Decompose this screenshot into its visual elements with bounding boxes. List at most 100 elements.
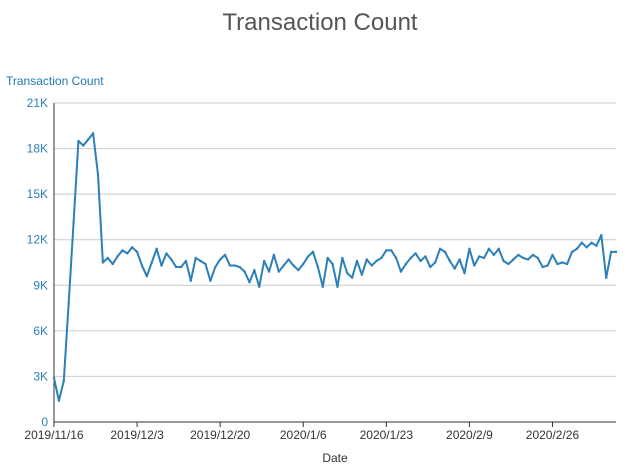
data-point xyxy=(52,376,56,380)
data-point xyxy=(204,262,207,266)
data-point xyxy=(150,261,153,264)
data-point xyxy=(267,270,271,273)
data-point xyxy=(306,255,310,258)
data-point xyxy=(326,256,329,260)
data-point xyxy=(101,261,105,264)
data-point xyxy=(409,256,412,260)
data-point xyxy=(67,302,70,305)
x-tick-label: 2020/1/6 xyxy=(280,428,327,442)
data-point xyxy=(282,264,285,267)
data-point xyxy=(385,249,388,252)
data-point xyxy=(145,274,149,278)
y-tick-label: 3K xyxy=(33,369,48,383)
data-point xyxy=(414,252,417,255)
data-point xyxy=(536,256,540,260)
data-point xyxy=(96,173,100,176)
data-point xyxy=(106,256,109,260)
data-point xyxy=(140,264,144,267)
data-point xyxy=(302,262,305,266)
data-point xyxy=(238,265,241,269)
data-point xyxy=(463,271,466,275)
data-point xyxy=(277,270,280,273)
data-point xyxy=(448,259,452,263)
data-point xyxy=(184,259,188,263)
data-point xyxy=(130,246,134,249)
series-line xyxy=(53,132,616,402)
data-point xyxy=(492,253,496,257)
y-tick-label: 0 xyxy=(41,415,48,429)
data-point xyxy=(77,139,80,143)
data-point xyxy=(243,270,246,273)
data-point xyxy=(287,258,290,261)
data-point xyxy=(468,247,471,251)
data-point xyxy=(575,247,579,251)
data-point xyxy=(473,264,476,267)
data-point xyxy=(419,259,422,263)
x-axis-title: Date xyxy=(322,451,348,465)
data-point xyxy=(91,132,95,135)
data-point xyxy=(531,253,535,257)
data-point xyxy=(160,264,163,267)
data-point xyxy=(341,256,344,260)
data-point xyxy=(331,262,334,266)
data-point xyxy=(507,262,510,266)
data-point xyxy=(223,253,227,257)
data-point xyxy=(521,256,525,260)
data-point xyxy=(477,255,481,258)
data-point xyxy=(258,285,261,288)
data-point xyxy=(580,241,583,244)
data-point xyxy=(595,244,598,247)
data-point xyxy=(429,265,432,269)
data-point xyxy=(424,255,427,258)
data-point xyxy=(570,250,574,254)
data-point xyxy=(526,258,530,261)
data-point xyxy=(502,259,505,263)
data-point xyxy=(556,262,559,266)
data-point xyxy=(590,241,593,244)
x-tick-label: 2019/12/3 xyxy=(110,428,164,442)
data-point xyxy=(87,138,90,141)
data-point xyxy=(609,250,613,254)
data-point xyxy=(600,233,603,237)
data-point xyxy=(404,262,408,266)
data-point xyxy=(272,253,276,257)
y-axis-title: Transaction Count xyxy=(6,74,104,88)
data-point xyxy=(72,221,75,225)
data-point xyxy=(458,258,461,261)
data-point xyxy=(360,273,364,276)
data-point xyxy=(297,268,300,272)
data-point xyxy=(82,144,85,147)
data-point xyxy=(433,261,437,264)
data-point xyxy=(214,265,217,269)
data-point xyxy=(365,258,368,261)
data-point xyxy=(116,255,119,258)
data-point xyxy=(135,250,139,254)
data-point xyxy=(350,276,354,279)
data-point xyxy=(179,265,183,269)
data-point xyxy=(551,253,554,257)
data-point xyxy=(57,399,61,402)
y-tick-label: 9K xyxy=(33,278,48,292)
data-point xyxy=(546,264,549,267)
data-point xyxy=(541,265,544,269)
data-point xyxy=(390,249,393,252)
data-point xyxy=(380,256,383,260)
data-point xyxy=(512,258,515,261)
data-point xyxy=(218,258,222,261)
x-tick-label: 2020/2/26 xyxy=(526,428,580,442)
data-point xyxy=(394,256,398,260)
data-point xyxy=(111,262,114,266)
data-point xyxy=(497,247,500,251)
data-point xyxy=(443,250,447,254)
data-point xyxy=(199,259,202,263)
data-point xyxy=(438,247,442,251)
data-point xyxy=(194,256,197,260)
data-point xyxy=(228,264,232,267)
data-point xyxy=(346,271,349,275)
data-point xyxy=(614,250,618,254)
data-point xyxy=(311,250,315,254)
data-point xyxy=(316,265,320,269)
data-point xyxy=(482,256,486,260)
x-tick-label: 2019/12/20 xyxy=(190,428,250,442)
